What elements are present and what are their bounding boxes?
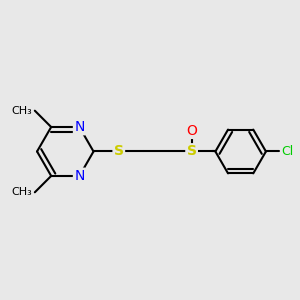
- Text: N: N: [74, 120, 85, 134]
- Text: O: O: [186, 124, 197, 138]
- Text: S: S: [114, 145, 124, 158]
- Text: N: N: [74, 169, 85, 183]
- Text: S: S: [187, 145, 196, 158]
- Text: Cl: Cl: [281, 145, 293, 158]
- Text: CH₃: CH₃: [12, 187, 32, 197]
- Text: CH₃: CH₃: [12, 106, 32, 116]
